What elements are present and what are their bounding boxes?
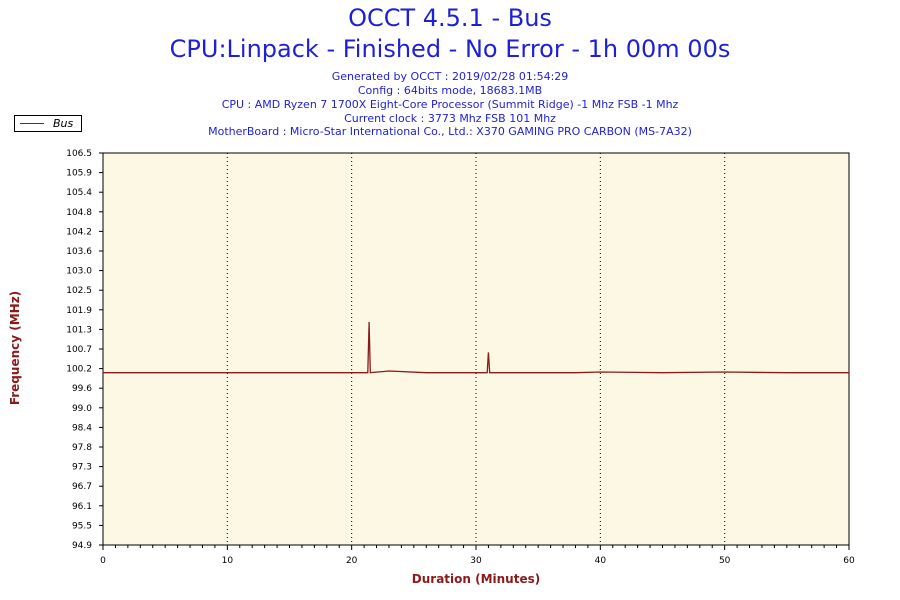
y-tick-label: 104.8: [66, 208, 92, 218]
info-motherboard: MotherBoard : Micro-Star International C…: [208, 125, 692, 138]
y-tick-label: 97.3: [72, 463, 92, 473]
info-clock: Current clock : 3773 Mhz FSB 101 Mhz: [344, 112, 556, 125]
y-tick-label: 102.5: [66, 286, 92, 296]
y-tick-label: 105.4: [66, 188, 92, 198]
legend-swatch: [20, 123, 44, 124]
y-tick-label: 100.2: [66, 365, 92, 375]
x-axis-label: Duration (Minutes): [411, 572, 541, 586]
series-line-bus: [103, 321, 849, 374]
y-tick-label: 94.9: [72, 541, 92, 551]
y-axis-label: Frequency (MHz): [8, 290, 22, 406]
x-tick-label: 20: [346, 556, 358, 566]
chart-title: OCCT 4.5.1 - Bus: [348, 4, 552, 32]
y-tick-label: 98.4: [72, 423, 92, 433]
y-tick-label: 103.6: [66, 247, 92, 257]
x-tick-label: 40: [595, 556, 607, 566]
y-tick-label: 100.7: [66, 345, 92, 355]
info-generated: Generated by OCCT : 2019/02/28 01:54:29: [331, 70, 569, 83]
y-tick-label: 96.7: [72, 482, 92, 492]
chart-subtitle: CPU:Linpack - Finished - No Error - 1h 0…: [169, 35, 731, 63]
x-tick-label: 60: [843, 556, 855, 566]
legend: Bus: [14, 115, 82, 132]
y-tick-label: 96.1: [72, 502, 92, 512]
x-tick-label: 30: [470, 556, 482, 566]
y-tick-label: 103.0: [66, 267, 92, 277]
y-tick-label: 99.0: [72, 404, 92, 414]
y-tick-label: 99.6: [72, 384, 92, 394]
x-tick-label: 50: [719, 556, 731, 566]
x-tick-label: 10: [222, 556, 234, 566]
info-cpu: CPU : AMD Ryzen 7 1700X Eight-Core Proce…: [221, 98, 679, 111]
y-tick-label: 101.3: [66, 325, 92, 335]
y-tick-label: 97.8: [72, 443, 92, 453]
y-tick-label: 105.9: [66, 169, 92, 179]
x-tick-label: 0: [100, 556, 106, 566]
info-config: Config : 64bits mode, 18683.1MB: [357, 84, 543, 97]
y-tick-label: 101.9: [66, 306, 92, 316]
legend-label: Bus: [53, 117, 74, 130]
y-tick-label: 95.5: [72, 521, 92, 531]
y-tick-label: 104.2: [66, 227, 92, 237]
y-tick-label: 106.5: [66, 149, 92, 159]
